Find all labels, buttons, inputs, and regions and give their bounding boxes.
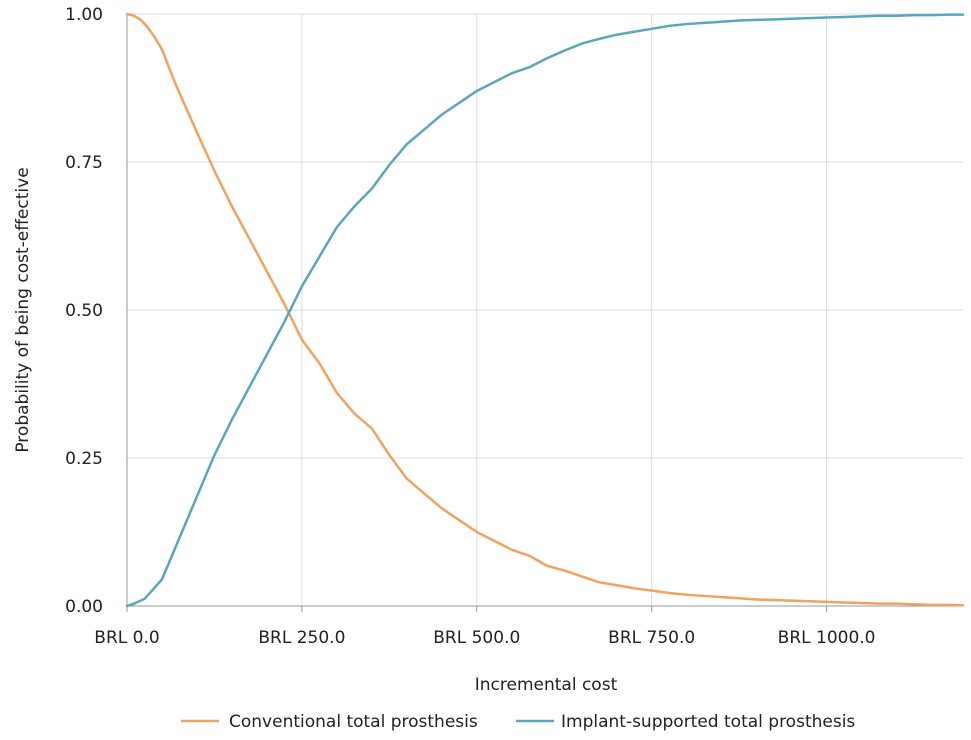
x-tick-label: BRL 750.0 bbox=[608, 628, 695, 648]
series-line-0 bbox=[125, 12, 965, 607]
x-tick-label: BRL 1000.0 bbox=[778, 628, 876, 648]
legend: Conventional total prosthesis Implant-su… bbox=[181, 712, 855, 732]
legend-label-conventional: Conventional total prosthesis bbox=[229, 712, 478, 732]
legend-label-implant: Implant-supported total prosthesis bbox=[561, 712, 855, 732]
x-axis-title: Incremental cost bbox=[475, 675, 618, 695]
tick-labels: 0.00 0.25 0.50 0.75 1.00 BRL 0.0 BRL 250.0 BRL … bbox=[65, 5, 875, 648]
axes bbox=[126, 14, 963, 612]
y-tick-label: 1.00 bbox=[65, 5, 103, 25]
grid bbox=[127, 13, 963, 606]
x-tick-label: BRL 500.0 bbox=[433, 628, 520, 648]
x-tick-label: BRL 0.0 bbox=[94, 628, 159, 648]
series-lines bbox=[125, 12, 965, 608]
series-line-1 bbox=[125, 13, 965, 608]
y-axis-title: Probability of being cost-effective bbox=[13, 167, 33, 452]
y-tick-label: 0.25 bbox=[65, 449, 103, 469]
y-tick-label: 0.50 bbox=[65, 301, 103, 321]
y-tick-label: 0.75 bbox=[65, 153, 103, 173]
y-tick-label: 0.00 bbox=[65, 597, 103, 617]
x-tick-label: BRL 250.0 bbox=[258, 628, 345, 648]
